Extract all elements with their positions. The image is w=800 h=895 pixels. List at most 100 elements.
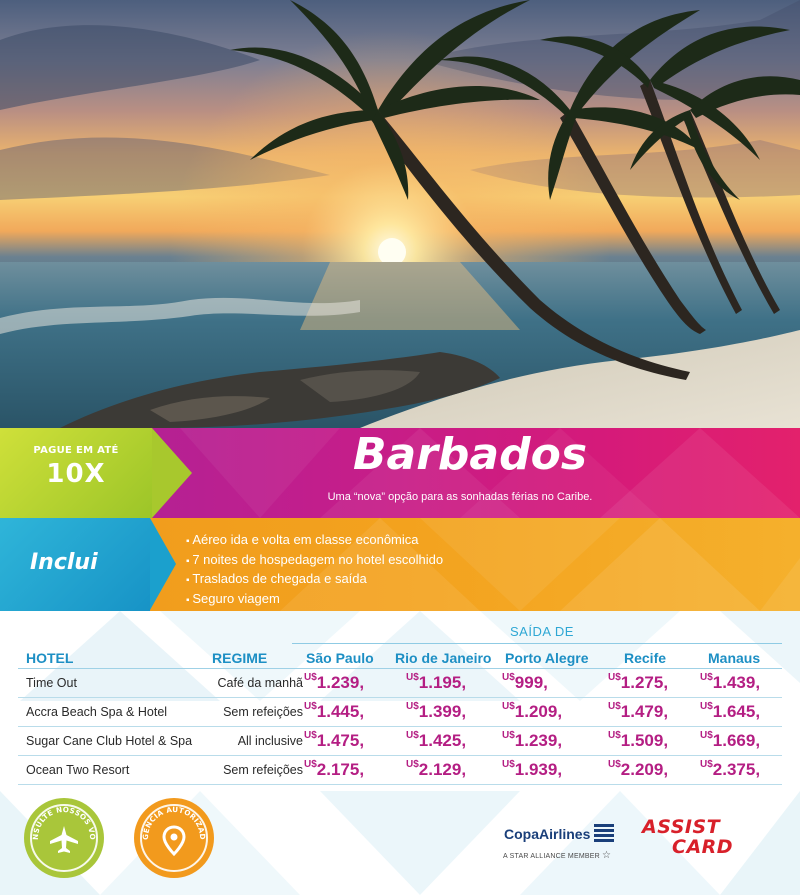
- price-cell: U$1.479,: [608, 701, 668, 722]
- meal-plan: Sem refeições: [223, 763, 303, 777]
- airplane-icon: CONSULTE NOSSOS VOOS: [24, 798, 97, 853]
- band-pattern: [180, 428, 800, 518]
- price-value: 1.439,: [712, 673, 761, 692]
- price-value: 2.175,: [316, 760, 365, 779]
- includes-item: Aéreo ida e volta em classe econômica: [186, 531, 443, 551]
- includes-item: Traslados de chegada e saída: [186, 570, 443, 590]
- currency-symbol: U$: [304, 672, 317, 683]
- price-value: 1.239,: [514, 731, 563, 750]
- agency-badge-text: AGÊNCIA AUTORIZADA: [134, 798, 207, 840]
- header-divider: [18, 668, 782, 669]
- col-header-city: Rio de Janeiro: [395, 650, 492, 666]
- includes-list: Aéreo ida e volta em classe econômica 7 …: [186, 531, 443, 609]
- flights-badge[interactable]: CONSULTE NOSSOS VOOS: [24, 798, 104, 878]
- flights-badge-text: CONSULTE NOSSOS VOOS: [24, 798, 97, 840]
- price-value: 1.399,: [418, 702, 467, 721]
- price-value: 2.129,: [418, 760, 467, 779]
- hotel-name: Time Out: [26, 676, 77, 690]
- currency-symbol: U$: [406, 730, 419, 741]
- includes-item: 7 noites de hospedagem no hotel escolhid…: [186, 551, 443, 571]
- price-cell: U$1.509,: [608, 730, 668, 751]
- currency-symbol: U$: [608, 672, 621, 683]
- price-cell: U$1.425,: [406, 730, 466, 751]
- svg-text:CONSULTE NOSSOS VOOS: CONSULTE NOSSOS VOOS: [24, 798, 97, 840]
- agency-badge[interactable]: AGÊNCIA AUTORIZADA: [134, 798, 214, 878]
- includes-item: Seguro viagem: [186, 590, 443, 610]
- table-row: Ocean Two Resort Sem refeições U$2.175, …: [18, 756, 782, 785]
- departure-divider: [292, 643, 782, 644]
- copa-logo-text: CopaAirlines: [504, 826, 591, 842]
- currency-symbol: U$: [608, 701, 621, 712]
- price-cell: U$1.399,: [406, 701, 466, 722]
- svg-text:AGÊNCIA AUTORIZADA: AGÊNCIA AUTORIZADA: [134, 798, 207, 840]
- location-pin-icon: AGÊNCIA AUTORIZADA: [134, 798, 207, 857]
- price-cell: U$1.439,: [700, 672, 760, 693]
- beach-sunset-illustration: [0, 0, 800, 428]
- table-row: Sugar Cane Club Hotel & Spa All inclusiv…: [18, 727, 782, 756]
- assist-card-logo: ASSIST: [642, 816, 721, 838]
- installments-badge: PAGUE EM ATÉ 10X: [0, 428, 192, 518]
- price-value: 1.445,: [316, 702, 365, 721]
- currency-symbol: U$: [502, 759, 515, 770]
- currency-symbol: U$: [304, 759, 317, 770]
- currency-symbol: U$: [700, 701, 713, 712]
- col-header-regime: REGIME: [212, 650, 268, 666]
- col-header-city: Manaus: [708, 650, 761, 666]
- price-cell: U$2.375,: [700, 759, 760, 780]
- currency-symbol: U$: [304, 730, 317, 741]
- table-row: Time Out Café da manhã U$1.239, U$1.195,…: [18, 669, 782, 698]
- price-cell: U$1.239,: [304, 672, 364, 693]
- price-cell: U$2.129,: [406, 759, 466, 780]
- price-value: 1.195,: [418, 673, 467, 692]
- hotel-name: Sugar Cane Club Hotel & Spa: [26, 734, 193, 748]
- star-alliance-text: A STAR ALLIANCE MEMBER: [503, 853, 600, 860]
- price-value: 2.209,: [620, 760, 669, 779]
- star-icon: ☆: [602, 850, 612, 861]
- price-value: 1.669,: [712, 731, 761, 750]
- installments-value: 10X: [46, 459, 106, 489]
- price-cell: U$2.209,: [608, 759, 668, 780]
- price-cell: U$1.475,: [304, 730, 364, 751]
- currency-symbol: U$: [700, 730, 713, 741]
- currency-symbol: U$: [406, 759, 419, 770]
- currency-symbol: U$: [406, 672, 419, 683]
- col-header-hotel: HOTEL: [26, 650, 74, 666]
- price-value: 999,: [514, 673, 548, 692]
- copa-airlines-logo: CopaAirlines: [504, 824, 615, 842]
- currency-symbol: U$: [700, 759, 713, 770]
- copa-stripes-icon: [594, 824, 615, 842]
- price-cell: U$1.195,: [406, 672, 466, 693]
- price-value: 1.479,: [620, 702, 669, 721]
- price-value: 1.425,: [418, 731, 467, 750]
- departure-label: SAÍDA DE: [510, 624, 574, 639]
- price-cell: U$1.275,: [608, 672, 668, 693]
- col-header-city: Porto Alegre: [505, 650, 589, 666]
- price-value: 1.939,: [514, 760, 563, 779]
- price-cell: U$1.669,: [700, 730, 760, 751]
- price-value: 1.509,: [620, 731, 669, 750]
- price-value: 1.645,: [712, 702, 761, 721]
- price-cell: U$1.445,: [304, 701, 364, 722]
- col-header-city: Recife: [624, 650, 667, 666]
- price-table-area: [0, 611, 800, 895]
- hotel-name: Accra Beach Spa & Hotel: [26, 705, 168, 719]
- meal-plan: All inclusive: [237, 734, 303, 748]
- price-cell: U$1.939,: [502, 759, 562, 780]
- includes-label-panel: [0, 518, 176, 611]
- currency-symbol: U$: [502, 672, 515, 683]
- destination-title: Barbados: [352, 429, 588, 480]
- price-value: 1.209,: [514, 702, 563, 721]
- currency-symbol: U$: [502, 730, 515, 741]
- price-cell: U$1.209,: [502, 701, 562, 722]
- price-value: 1.239,: [316, 673, 365, 692]
- pay-label: PAGUE EM ATÉ: [33, 445, 119, 456]
- price-value: 1.475,: [316, 731, 365, 750]
- currency-symbol: U$: [304, 701, 317, 712]
- includes-title: Inclui: [30, 550, 98, 575]
- currency-symbol: U$: [502, 701, 515, 712]
- price-cell: U$1.239,: [502, 730, 562, 751]
- price-value: 1.275,: [620, 673, 669, 692]
- assist-card-logo-line2: CARD: [672, 836, 734, 858]
- meal-plan: Sem refeições: [223, 705, 303, 719]
- price-cell: U$999,: [502, 672, 548, 693]
